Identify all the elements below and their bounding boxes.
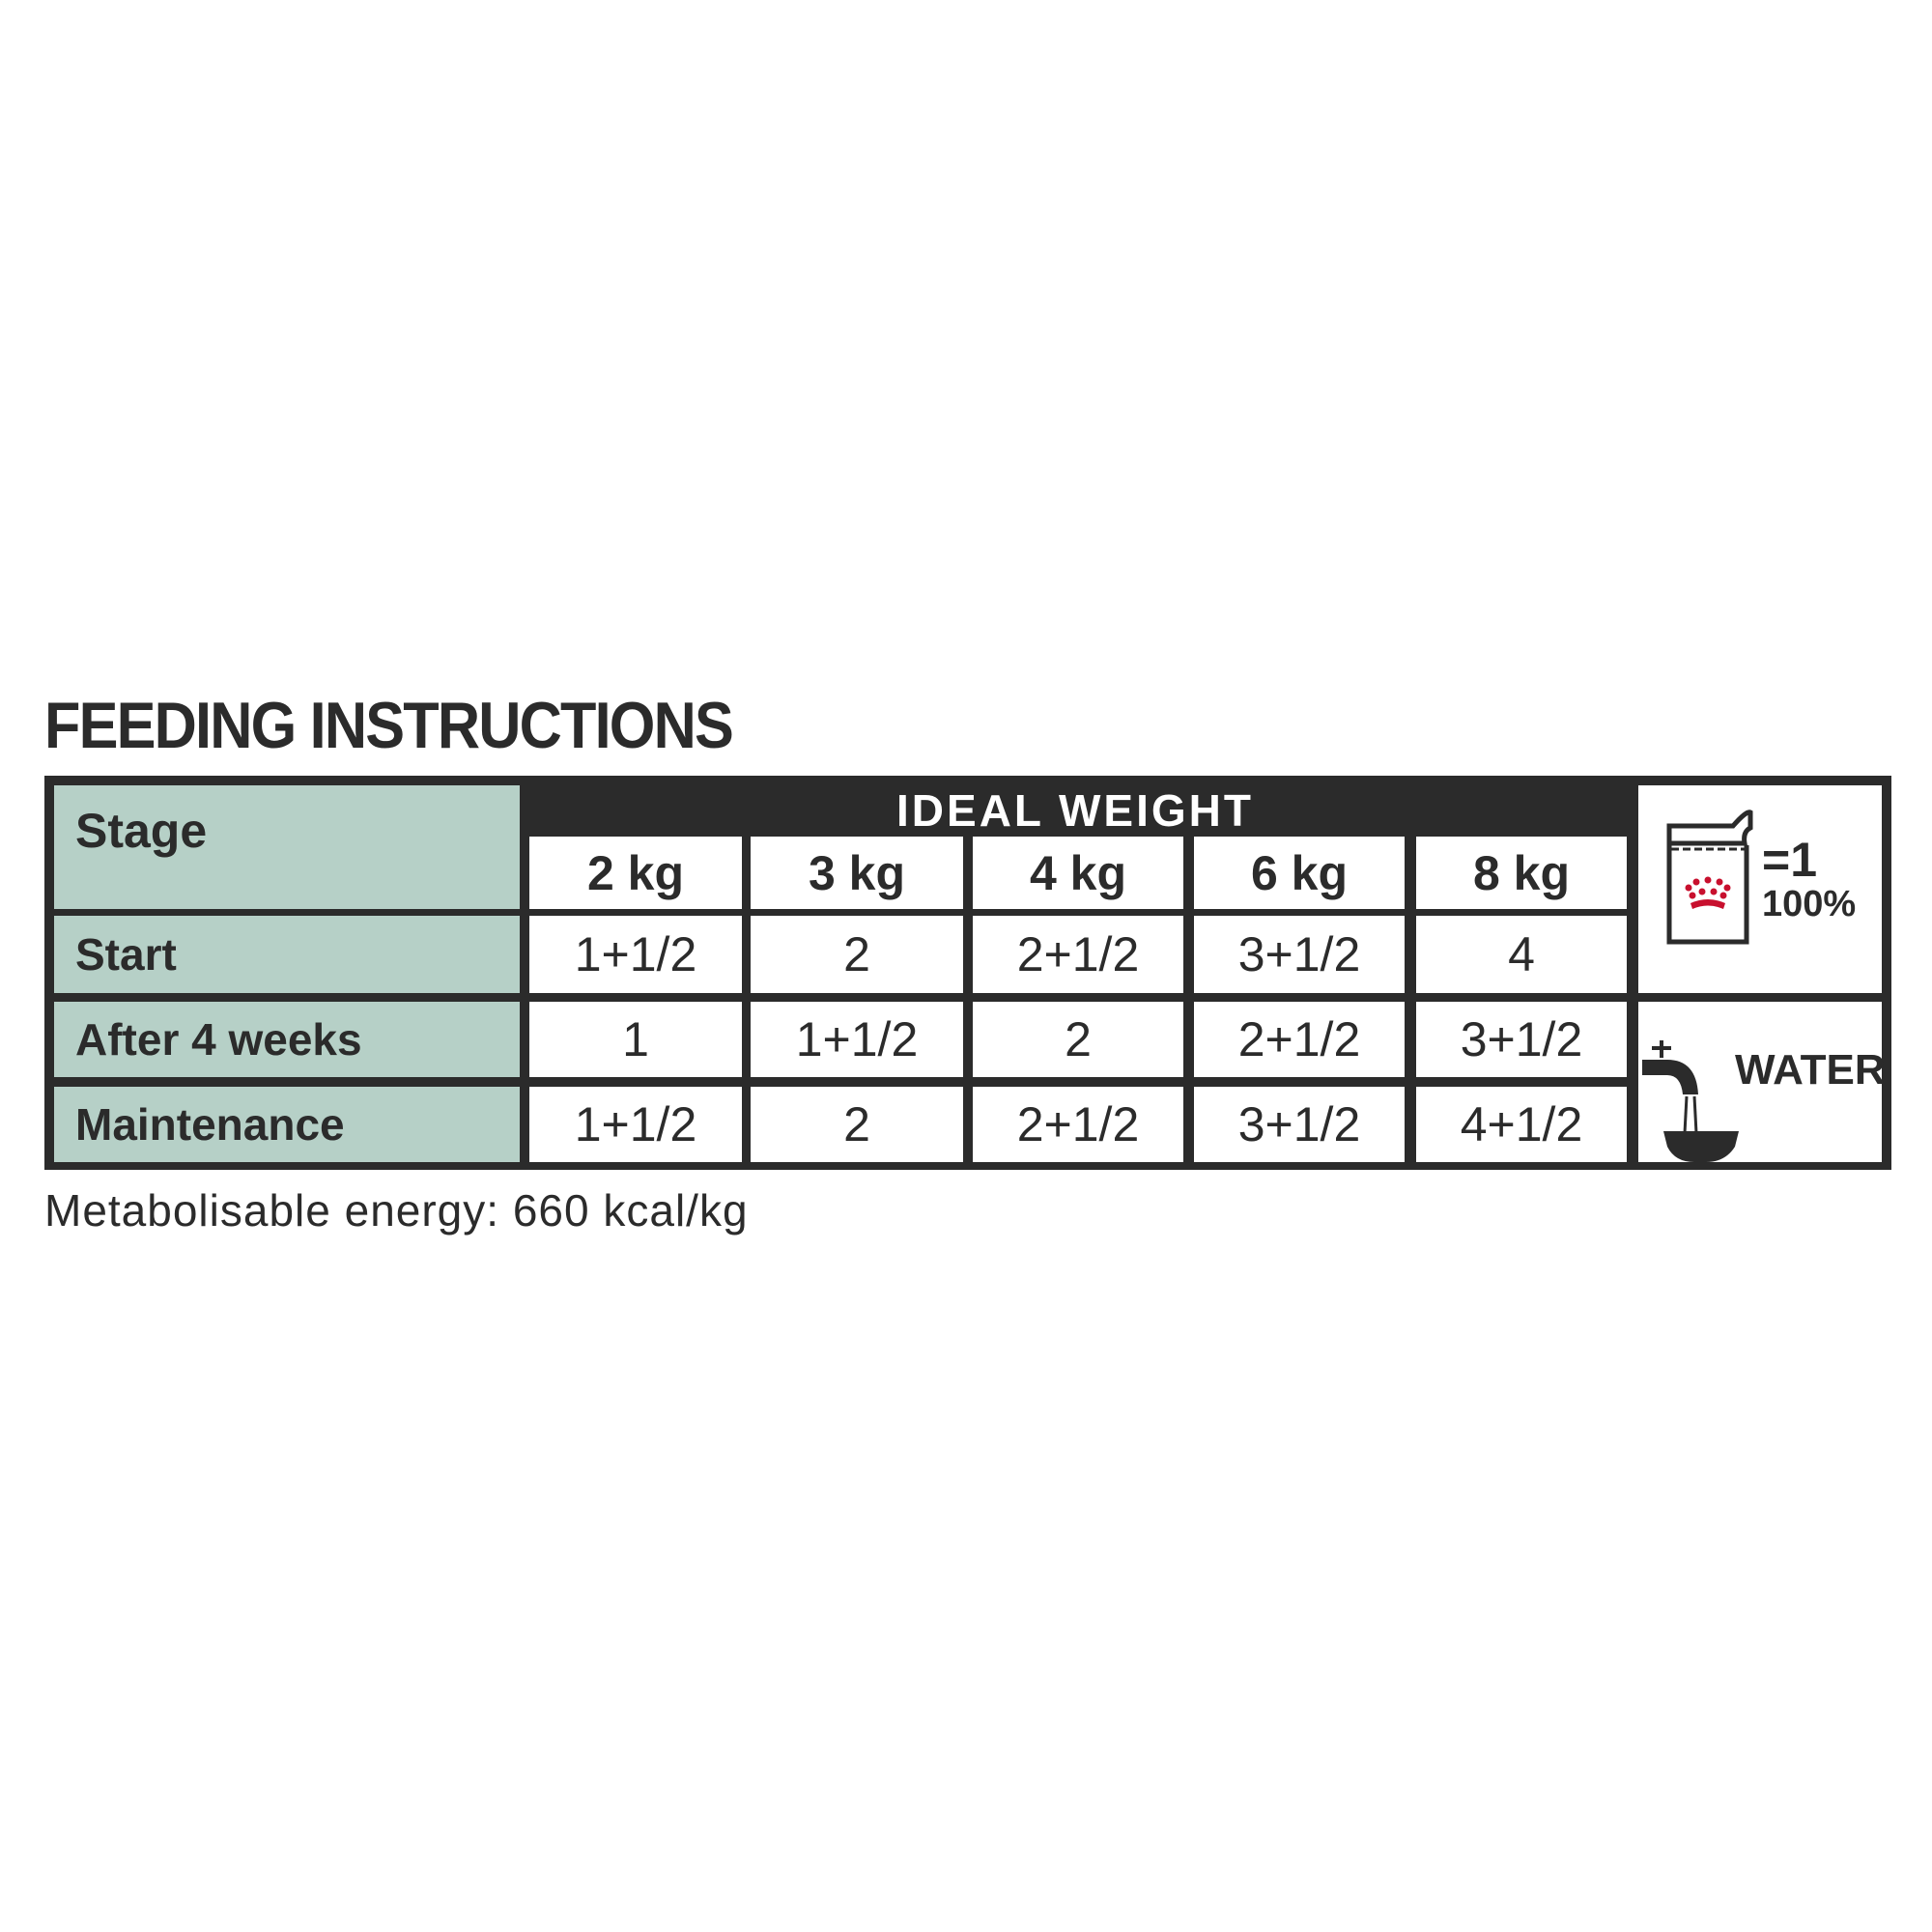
table-cell: 2 [973, 1002, 1183, 1077]
table-cell: 1 [529, 1002, 742, 1077]
table-cell: 3+1/2 [1194, 1087, 1405, 1162]
table-cell: 1+1/2 [529, 1087, 742, 1162]
weight-header: 8 kg [1416, 837, 1627, 909]
table-cell: 1+1/2 [751, 1002, 963, 1077]
weight-header: 2 kg [529, 837, 742, 909]
table-cell: 2 [751, 1087, 963, 1162]
water-label: WATER [1735, 1046, 1886, 1094]
stage-label: After 4 weeks [54, 1002, 520, 1077]
table-cell: 3+1/2 [1416, 1002, 1627, 1077]
weight-header: 6 kg [1194, 837, 1405, 909]
ideal-weight-header: IDEAL WEIGHT [896, 785, 1254, 836]
table-cell: 2+1/2 [973, 1087, 1183, 1162]
table-cell: 2 [751, 916, 963, 993]
pouch-legend: =1 100% [1638, 785, 1882, 993]
table-cell: 4+1/2 [1416, 1087, 1627, 1162]
table-cell: 3+1/2 [1194, 916, 1405, 993]
stage-label: Maintenance [54, 1087, 520, 1162]
table-cell: 1+1/2 [529, 916, 742, 993]
table-cell: 4 [1416, 916, 1627, 993]
page-title: FEEDING INSTRUCTIONS [44, 689, 734, 762]
table-cell: 2+1/2 [1194, 1002, 1405, 1077]
tap-bowl-icon [1642, 1040, 1739, 1162]
stage-label: Start [54, 916, 520, 993]
stage-header: Stage [54, 785, 520, 909]
table-cell: 2+1/2 [973, 916, 1183, 993]
pouch-icon [1666, 810, 1753, 945]
weight-header: 3 kg [751, 837, 963, 909]
metabolisable-energy: Metabolisable energy: 660 kcal/kg [44, 1185, 749, 1236]
water-legend: WATER [1638, 1002, 1886, 1162]
weight-header: 4 kg [973, 837, 1183, 909]
pouch-percent: 100% [1762, 884, 1857, 924]
pouch-equals: =1 [1762, 833, 1818, 887]
